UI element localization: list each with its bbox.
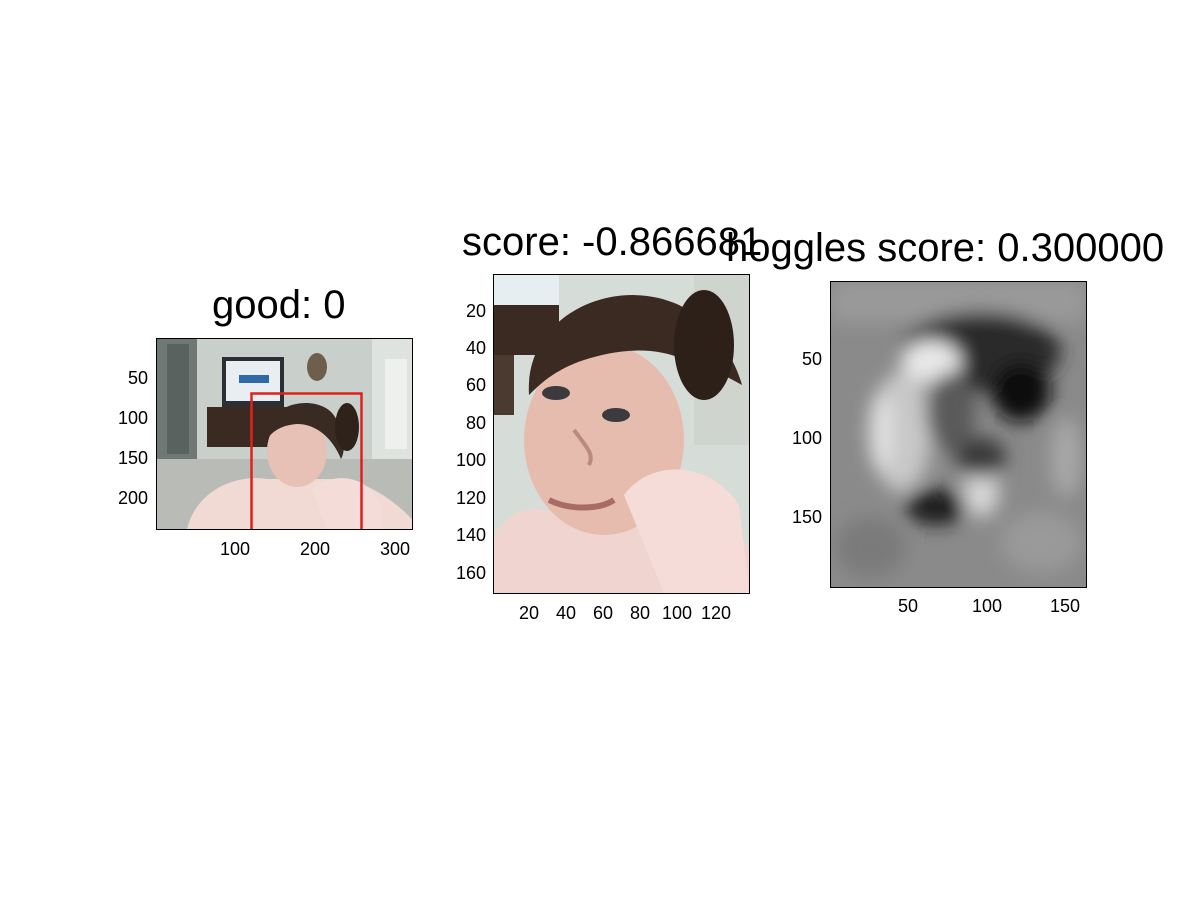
subplot-2-title: score: -0.866681 [462, 220, 763, 264]
subplot-3-xtick: 100 [971, 596, 1003, 616]
subplot-2-ytick: 40 [465, 338, 486, 358]
hoggles-heatmap [831, 282, 1086, 587]
subplot-2-ytick: 120 [455, 488, 486, 508]
subplot-2-xtick: 80 [629, 603, 651, 623]
subplot-1-axes [156, 338, 413, 530]
subplot-3-axes [830, 281, 1087, 588]
subplot-3-xtick: 150 [1049, 596, 1081, 616]
subplot-1-xtick: 200 [299, 539, 331, 559]
subplot-3-xtick: 50 [897, 596, 919, 616]
subplot-3-title: hoggles score: 0.300000 [726, 226, 1165, 270]
face-crop-image [494, 275, 749, 593]
subplot-1-xtick: 100 [219, 539, 251, 559]
webcam-image [157, 339, 412, 529]
subplot-2-xtick: 40 [555, 603, 577, 623]
subplot-1-ytick: 50 [127, 368, 148, 388]
subplot-2-xtick: 20 [518, 603, 540, 623]
subplot-3-ytick: 50 [801, 349, 822, 369]
subplot-2-xtick: 100 [661, 603, 693, 623]
subplot-1-xtick: 300 [379, 539, 411, 559]
detection-box [250, 392, 363, 529]
subplot-1-title: good: 0 [212, 283, 346, 327]
subplot-2-ytick: 60 [465, 375, 486, 395]
subplot-2-xtick: 60 [592, 603, 614, 623]
subplot-1-ytick: 200 [117, 488, 148, 508]
subplot-2-ytick: 160 [455, 563, 486, 583]
subplot-1-ytick: 150 [117, 448, 148, 468]
subplot-2-ytick: 20 [465, 301, 486, 321]
subplot-2-ytick: 140 [455, 525, 486, 545]
subplot-2-ytick: 80 [465, 413, 486, 433]
subplot-3-ytick: 100 [791, 428, 822, 448]
subplot-2-axes [493, 274, 750, 594]
subplot-2-xtick: 120 [700, 603, 732, 623]
subplot-1-ytick: 100 [117, 408, 148, 428]
subplot-2-ytick: 100 [455, 450, 486, 470]
subplot-3-ytick: 150 [791, 507, 822, 527]
